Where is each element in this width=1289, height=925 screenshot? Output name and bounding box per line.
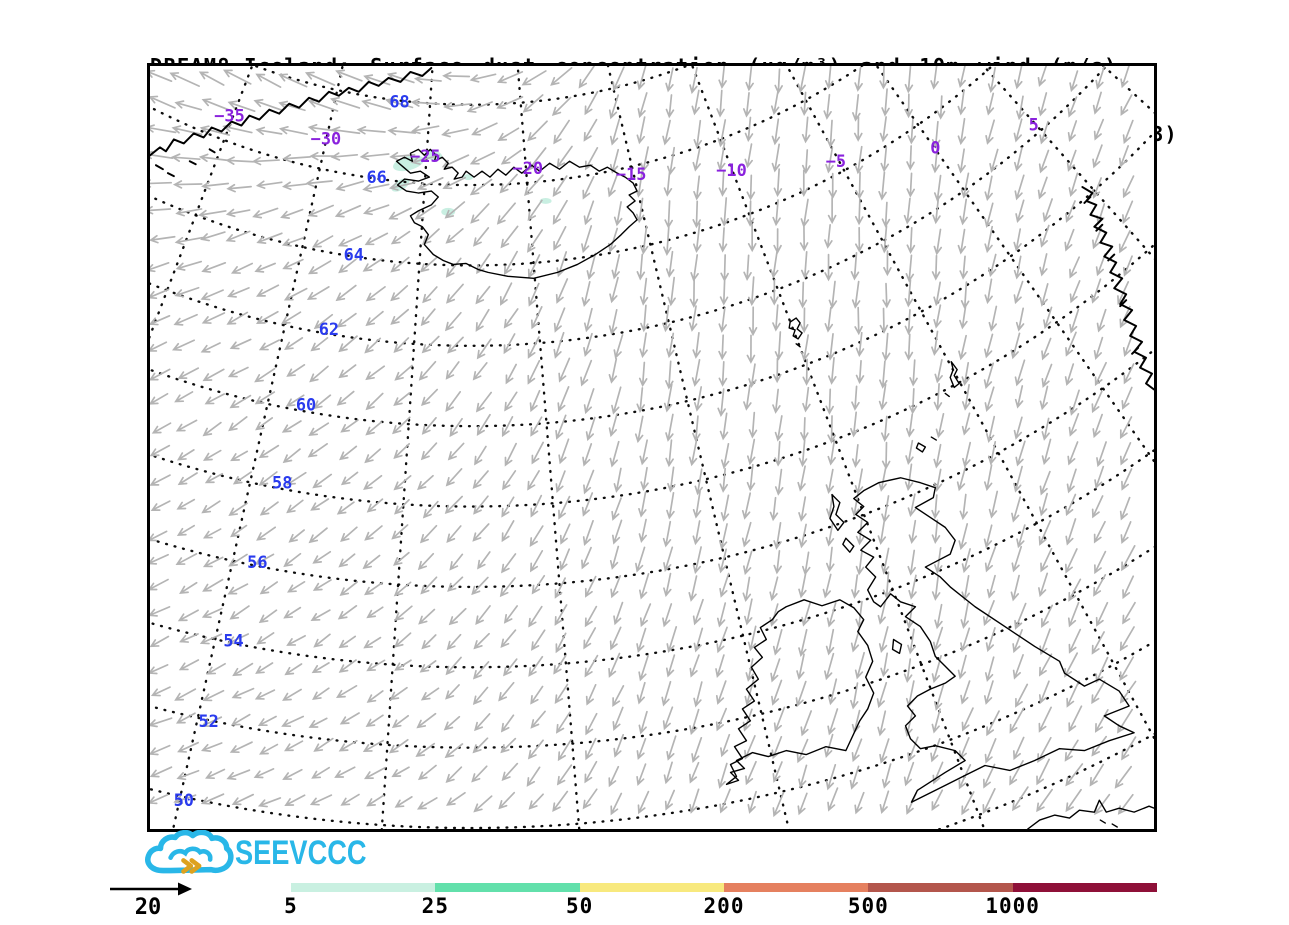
- logo-chevron-icon: [181, 858, 202, 874]
- coast-shetland: [944, 360, 960, 398]
- parallel-line: [150, 66, 994, 267]
- coast-greenland: [150, 66, 433, 157]
- longitude-label: −20: [512, 158, 543, 178]
- cloud-outline: [145, 829, 234, 874]
- coast-norway: [1081, 186, 1154, 391]
- graticule-lines: [150, 66, 1154, 829]
- latitude-label: 50: [174, 790, 194, 810]
- longitude-labels: −35 −30 −25 −20 −15 −10 −5 0 5: [214, 106, 1039, 185]
- latitude-label: 62: [319, 319, 339, 339]
- wind-arrows-path: [150, 66, 1137, 818]
- wind-reference-legend: 20: [100, 876, 210, 922]
- colorbar-tick: 500: [847, 894, 889, 918]
- wind-vector-field: [150, 66, 1137, 818]
- latitude-labels: 68 66 64 62 60 58 56 54 52 50: [174, 92, 410, 810]
- coast-orkney: [915, 436, 937, 453]
- latitude-label: 68: [389, 92, 409, 112]
- longitude-label: −30: [311, 128, 342, 148]
- colorbar-tick: 25: [421, 894, 449, 918]
- colorbar-segment: [579, 883, 724, 892]
- coast-great-britain: [853, 477, 1135, 803]
- longitude-label: −10: [716, 160, 747, 180]
- meridian-line: [875, 66, 1154, 464]
- longitude-label: 5: [1029, 115, 1039, 135]
- latitude-label: 52: [198, 711, 218, 731]
- parallel-line: [150, 639, 1154, 829]
- dust-patch: [463, 174, 474, 181]
- longitude-label: −5: [826, 151, 846, 171]
- coast-hebrides: [829, 493, 855, 553]
- meridian-line: [982, 66, 1154, 260]
- map-canvas: −35 −30 −25 −20 −15 −10 −5 0 5 68 66 64 62 60 58 56 54 5…: [150, 66, 1154, 829]
- coast-isle-of-man: [891, 638, 903, 655]
- latitude-label: 54: [223, 630, 243, 650]
- map-frame: −35 −30 −25 −20 −15 −10 −5 0 5 68 66 64 62 60 58 56 54 5…: [147, 63, 1157, 832]
- parallel-line: [150, 66, 1108, 347]
- colorbar-segment: [868, 883, 1013, 892]
- coast-france: [1027, 799, 1154, 829]
- seevccc-logo-text: SEEVCCC: [235, 834, 367, 872]
- parallel-line: [150, 348, 1154, 588]
- cloud-inner-swirl: [168, 846, 213, 862]
- parallel-line: [150, 448, 1154, 669]
- colorbar-segment: [435, 883, 580, 892]
- meridian-line: [1101, 66, 1154, 114]
- concentration-colorbar: 5 25 50 200 500 1000: [284, 883, 1157, 918]
- longitude-label: −25: [410, 146, 441, 166]
- colorbar-segment: [291, 883, 436, 892]
- parallel-line: [935, 732, 1154, 829]
- colorbar-tick: 1000: [985, 894, 1040, 918]
- latitude-label: 56: [247, 552, 267, 572]
- latitude-label: 66: [366, 167, 386, 187]
- dust-patch: [539, 197, 552, 204]
- colorbar-segment: [1012, 883, 1157, 892]
- coastlines: [150, 66, 1154, 829]
- colorbar-tick: 50: [566, 894, 594, 918]
- coast-ireland: [725, 599, 875, 786]
- colorbar-segments: [291, 883, 1157, 892]
- coast-faroe-islands: [788, 317, 803, 348]
- coast-iceland: [395, 148, 638, 280]
- seevccc-cloud-icon: [145, 829, 234, 874]
- meridian-line: [785, 66, 1154, 741]
- latitude-label: 60: [296, 394, 316, 414]
- latitude-label: 58: [272, 473, 292, 493]
- wind-reference-value: 20: [135, 895, 162, 920]
- colorbar-segment: [723, 883, 869, 892]
- latitude-label: 64: [344, 244, 364, 264]
- colorbar-tick: 200: [703, 894, 745, 918]
- colorbar-tick: 5: [284, 894, 298, 918]
- longitude-label: −35: [214, 106, 245, 126]
- parallel-line: [252, 66, 690, 106]
- seevccc-logo: SEEVCCC: [143, 829, 403, 878]
- longitude-label: −15: [616, 164, 647, 184]
- coast-greenland-islets: [154, 148, 216, 178]
- longitude-label: 0: [930, 137, 940, 157]
- wind-reference-arrow-icon: 20: [110, 882, 192, 920]
